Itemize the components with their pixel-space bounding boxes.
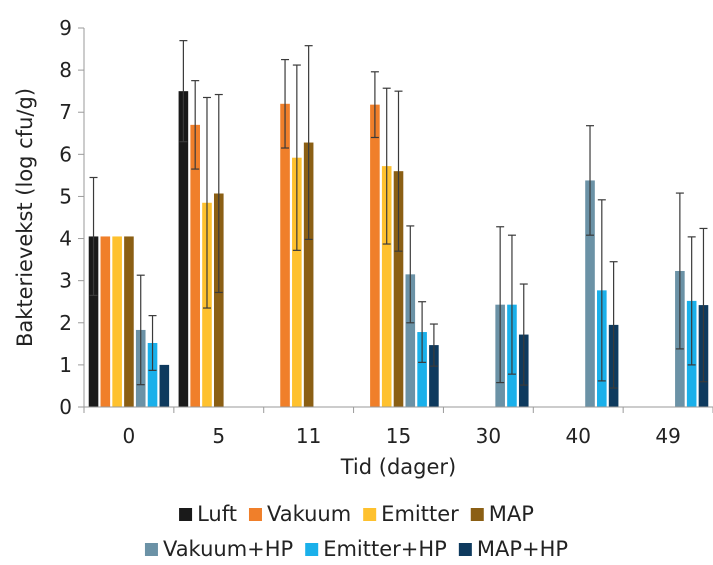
- legend-swatch: [305, 543, 319, 556]
- y-tick-label: 7: [59, 100, 72, 124]
- bar: [405, 274, 416, 407]
- legend-swatch: [144, 543, 158, 556]
- y-tick-label: 4: [59, 227, 72, 251]
- y-tick-label: 9: [59, 16, 72, 40]
- y-tick-label: 6: [59, 142, 72, 166]
- x-tick-label: 5: [212, 424, 225, 448]
- bar: [303, 142, 314, 407]
- y-tick-label: 0: [59, 395, 72, 419]
- x-tick-label: 49: [655, 424, 680, 448]
- legend-swatch: [363, 508, 377, 521]
- legend-swatch: [248, 508, 262, 521]
- bar: [381, 166, 392, 407]
- bar: [190, 124, 200, 407]
- bar: [393, 171, 404, 407]
- bar: [280, 103, 290, 408]
- legend-label: Emitter: [381, 502, 459, 526]
- x-tick-label: 15: [386, 424, 411, 448]
- y-tick-label: 8: [59, 58, 72, 82]
- legend-label: Vakuum+HP: [163, 537, 293, 561]
- y-tick-label: 3: [59, 269, 72, 293]
- x-tick-label: 40: [565, 424, 590, 448]
- bar: [159, 364, 170, 407]
- legend-label: MAP+HP: [477, 537, 568, 561]
- legend-swatch: [470, 508, 484, 521]
- bar: [178, 91, 189, 408]
- bar: [429, 345, 439, 407]
- y-tick-label: 2: [59, 311, 72, 335]
- y-tick-label: 1: [59, 353, 72, 377]
- bar: [585, 180, 595, 407]
- legend-label: MAP: [489, 502, 534, 526]
- x-tick-label: 0: [123, 424, 136, 448]
- y-axis-title: Bakterievekst (log cfu/g): [13, 88, 37, 347]
- bar: [417, 332, 427, 407]
- x-axis-title: Tid (dager): [340, 455, 457, 479]
- legend-swatch: [179, 508, 193, 521]
- legend-label: Luft: [197, 502, 237, 526]
- bar: [370, 104, 380, 408]
- bar: [100, 236, 111, 407]
- legend-swatch: [458, 543, 472, 556]
- x-tick-labels: 0 5 11 15 30 40 49: [83, 407, 713, 448]
- legend: Luft Vakuum Emitter MAP Vakuum+HP Emitter+HP M…: [144, 502, 568, 561]
- x-tick-label: 11: [296, 424, 321, 448]
- x-tick-label: 30: [476, 424, 501, 448]
- bar: [213, 193, 224, 407]
- legend-label: Emitter+HP: [323, 537, 447, 561]
- bar: [88, 236, 99, 407]
- bar: [147, 342, 158, 407]
- bar: [292, 157, 302, 407]
- bar: [124, 236, 134, 407]
- plot-area: [88, 40, 709, 408]
- y-tick-labels: 0 1 2 3 4 5 6 7 8 9: [59, 16, 84, 419]
- y-tick-label: 5: [59, 184, 72, 208]
- bar: [112, 236, 122, 407]
- legend-label: Vakuum: [267, 502, 351, 526]
